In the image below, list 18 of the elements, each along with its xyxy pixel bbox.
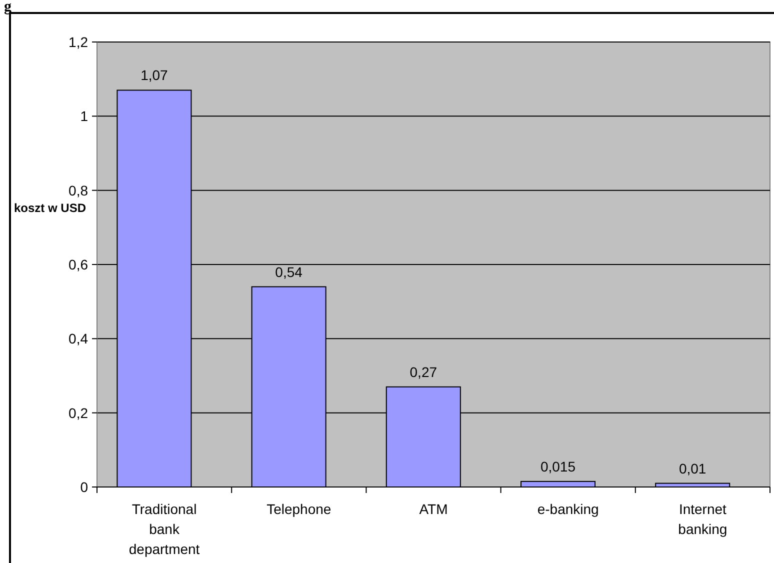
data-label: 0,01 [678,460,706,476]
y-axis-title: koszt w USD [14,201,86,215]
x-tick-label: ATM [419,501,448,517]
y-tick-label: 0,6 [68,256,88,272]
y-tick-label: 1 [80,108,88,124]
data-label: 0,54 [275,264,303,280]
y-tick-label: 1,2 [68,34,88,50]
data-label: 0,27 [410,364,438,380]
data-label: 1,07 [140,67,168,84]
x-tick-label: e-banking [537,501,599,517]
x-tick-label: Traditional bank department [128,501,200,557]
data-label: 0,015 [540,458,576,474]
x-tick-label: Internet banking [678,501,728,537]
x-tick-label: Telephone [266,501,332,517]
y-tick-label: 0,2 [68,404,88,421]
y-tick-label: 0,8 [68,182,88,198]
y-tick-label: 0 [80,479,88,495]
y-tick-label: 0,4 [68,330,88,347]
